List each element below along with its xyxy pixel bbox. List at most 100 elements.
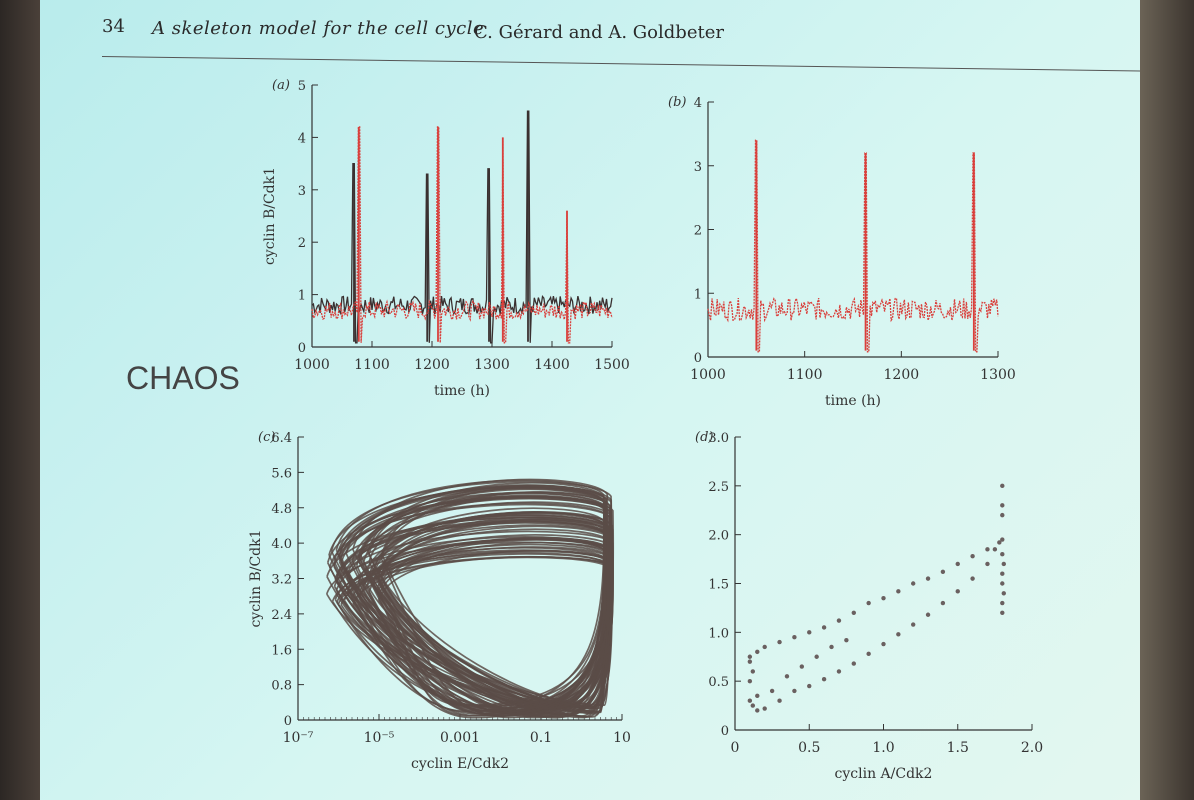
- scatter-point: [762, 706, 767, 711]
- x-tick-label: 0.001: [440, 730, 480, 746]
- series-line-1: [311, 126, 613, 344]
- scatter-point: [836, 669, 842, 674]
- trajectory-loop: [380, 491, 612, 716]
- x-tick-label: 1100: [787, 367, 823, 383]
- x-tick-label: 10⁻⁷: [283, 730, 314, 746]
- y-tick-label: 0: [298, 341, 306, 356]
- scatter-point: [997, 540, 1002, 545]
- scatter-point: [1000, 483, 1005, 489]
- scatter-point: [844, 637, 849, 643]
- x-axis-label: cyclin A/Cdk2: [835, 766, 933, 782]
- y-tick-label: 1: [298, 289, 306, 304]
- x-tick-label: 1000: [294, 357, 330, 373]
- paper-title: A skeleton model for the cell cycle: [152, 18, 485, 39]
- scatter-point: [881, 595, 886, 601]
- x-tick-label: 1400: [534, 357, 570, 373]
- y-tick-label: 2.5: [708, 480, 729, 495]
- y-tick-label: 4: [694, 96, 702, 111]
- page-number: 34: [102, 16, 125, 37]
- scatter-point: [755, 649, 760, 655]
- scatter-point: [821, 625, 827, 630]
- y-tick-label: 0.5: [708, 675, 729, 690]
- y-axis-label: cyclin B/Cdk1: [248, 529, 264, 627]
- y-tick-label: 0: [721, 724, 729, 739]
- panel-a: 0 1 2 3 4 5 1000 1100 1200 1300 1400 1500 (a) time (h…: [262, 78, 630, 399]
- scatter-point: [762, 644, 767, 650]
- scatter-point: [821, 677, 827, 682]
- scatter-point: [747, 659, 753, 664]
- screen-edge-left: [0, 0, 40, 800]
- y-tick-label: 2: [298, 236, 306, 251]
- x-tick-label: 1300: [980, 367, 1016, 383]
- scatter-point: [911, 622, 916, 627]
- scatter-point: [992, 547, 998, 552]
- y-tick-label: 6.4: [271, 431, 292, 446]
- y-tick-label: 3: [694, 160, 702, 175]
- x-tick-label: 0.5: [798, 740, 820, 756]
- x-tick-label: 1200: [884, 367, 920, 383]
- scatter-point: [851, 661, 856, 666]
- scatter-point: [1000, 581, 1005, 586]
- y-tick-label: 4.0: [271, 537, 292, 552]
- x-tick-label: 1200: [414, 357, 450, 373]
- x-tick-label: 2.0: [1021, 740, 1043, 756]
- scatter-point: [747, 678, 753, 684]
- y-axis-label: cyclin B/Cdk1: [262, 167, 278, 265]
- scatter-point: [792, 688, 797, 694]
- panel-label: (a): [272, 78, 290, 93]
- y-tick-label: 3.0: [708, 431, 729, 446]
- scatter-point: [829, 644, 834, 650]
- scatter-point: [784, 674, 790, 679]
- scatter-point: [866, 651, 871, 657]
- scatter-point: [1000, 552, 1005, 557]
- scatter-point: [750, 669, 756, 674]
- y-tick-label: 2.4: [271, 608, 292, 623]
- scatter-point: [940, 569, 946, 574]
- y-tick-label: 0.8: [271, 679, 292, 694]
- y-tick-label: 4: [298, 131, 306, 146]
- scatter-point: [1000, 503, 1005, 508]
- scatter-point: [799, 664, 805, 669]
- scatter-point: [792, 635, 797, 640]
- paper-authors: C. Gérard and A. Goldbeter: [474, 22, 724, 43]
- x-tick-label: 1.0: [872, 740, 894, 756]
- scatter-point: [1000, 571, 1005, 576]
- trajectory-loop: [331, 551, 606, 707]
- y-tick-label: 1.5: [708, 578, 729, 593]
- x-tick-label: 1300: [474, 357, 510, 373]
- paper-header: 34 A skeleton model for the cell cycle C…: [101, 12, 1140, 72]
- scatter-point: [970, 553, 975, 559]
- chaos-label: CHAOS: [126, 360, 240, 396]
- panel-label: (b): [668, 95, 686, 110]
- scatter-point: [750, 703, 756, 708]
- scatter-point: [777, 698, 782, 703]
- scatter-point: [881, 641, 886, 647]
- scatter-point: [955, 589, 960, 594]
- scatter-point: [955, 561, 960, 567]
- scatter-point: [807, 630, 812, 635]
- scatter-point: [769, 688, 775, 694]
- scatter-point: [925, 612, 931, 617]
- screen-edge-right: [1140, 0, 1194, 800]
- panel-label: (c): [258, 430, 275, 445]
- scatter-point: [985, 547, 990, 552]
- scatter-point: [985, 561, 990, 567]
- trajectory-loop: [336, 553, 611, 712]
- y-tick-label: 5: [298, 79, 306, 94]
- scatter-point: [755, 693, 760, 699]
- x-tick-label: 1.5: [947, 740, 969, 756]
- series-line-0: [707, 139, 999, 353]
- scatter-point: [1000, 537, 1005, 542]
- scatter-point: [755, 708, 760, 713]
- panel-c: 0 0.8 1.6 2.4 3.2 4.0 4.8 5.6 6.4 10⁻⁷ 10⁻⁵ 0.001 0.…: [248, 430, 631, 772]
- y-tick-label: 0: [694, 351, 702, 366]
- x-tick-label: 1500: [594, 357, 630, 373]
- scatter-point: [925, 576, 931, 581]
- scatter-point: [1000, 512, 1005, 518]
- scatter-point: [1000, 600, 1005, 606]
- x-tick-label: 10⁻⁵: [364, 730, 395, 746]
- panel-b: 0 1 2 3 4 1000 1100 1200 1300 (b) time (h): [668, 95, 1016, 409]
- x-tick-label: 0: [731, 740, 740, 756]
- scatter-point: [896, 632, 901, 637]
- y-tick-label: 3.2: [271, 573, 292, 588]
